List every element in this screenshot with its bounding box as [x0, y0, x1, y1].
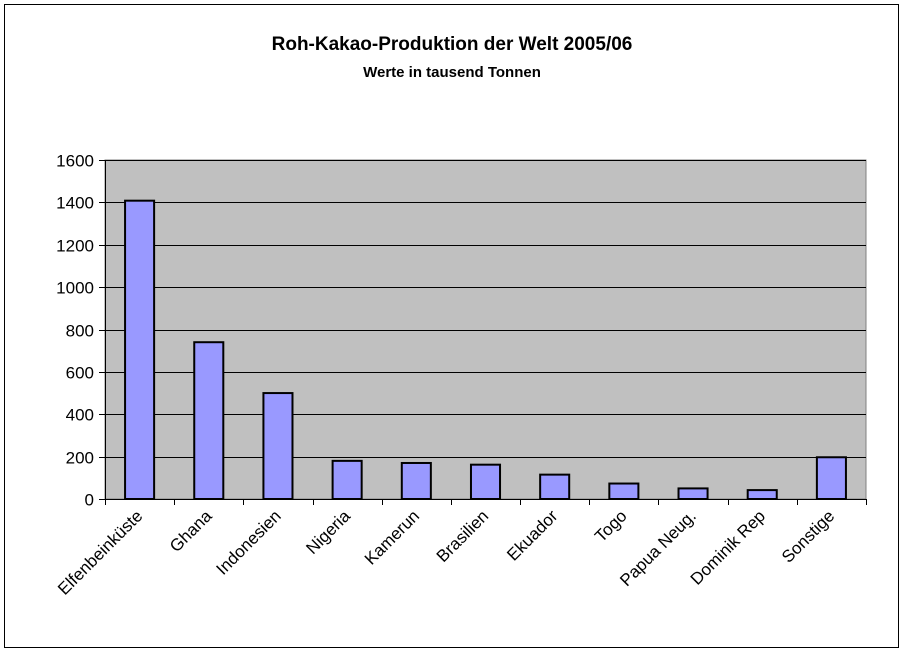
x-tick-label: Brasilien	[433, 506, 493, 566]
bar	[469, 463, 502, 500]
y-tick-label: 600	[66, 364, 94, 383]
bars	[124, 199, 847, 501]
bar	[124, 199, 156, 500]
gridlines	[105, 160, 866, 458]
bar	[193, 341, 225, 500]
bar	[677, 487, 709, 500]
y-tick-label: 1400	[56, 194, 94, 213]
chart-title: Roh-Kakao-Produktion der Welt 2005/06	[272, 34, 633, 55]
x-tick-label: Elfenbeinküste	[54, 506, 146, 598]
y-tick-label: 0	[85, 491, 94, 510]
y-tick-label: 200	[66, 449, 94, 468]
y-tick-label: 1200	[56, 237, 94, 256]
x-tick-label: Indonesien	[213, 506, 285, 578]
y-tick-label: 1000	[56, 279, 94, 298]
x-tick-label: Ghana	[166, 506, 216, 556]
bar	[815, 456, 847, 500]
bar	[400, 461, 432, 501]
plot-area	[104, 159, 867, 500]
x-tick-label: Ekuador	[503, 506, 561, 564]
x-tick-label: Nigeria	[302, 506, 354, 558]
y-axis: 0 200 400 600 800 1000 1200 1400 1600	[56, 152, 106, 510]
x-tick-label: Sonstige	[778, 506, 838, 566]
y-tick-label: 1600	[56, 152, 94, 171]
bar	[331, 459, 363, 500]
x-tick-label: Dominik Rep	[687, 506, 769, 588]
chart-subtitle: Werte in tausend Tonnen	[363, 64, 541, 81]
bar	[539, 473, 571, 500]
bar	[262, 392, 294, 500]
y-tick-label: 400	[66, 406, 94, 425]
x-tick-label: Togo	[591, 506, 631, 546]
y-tick-label: 800	[66, 322, 94, 341]
x-tick-label: Kamerun	[361, 506, 423, 568]
bar	[608, 482, 640, 500]
bar	[746, 489, 778, 501]
